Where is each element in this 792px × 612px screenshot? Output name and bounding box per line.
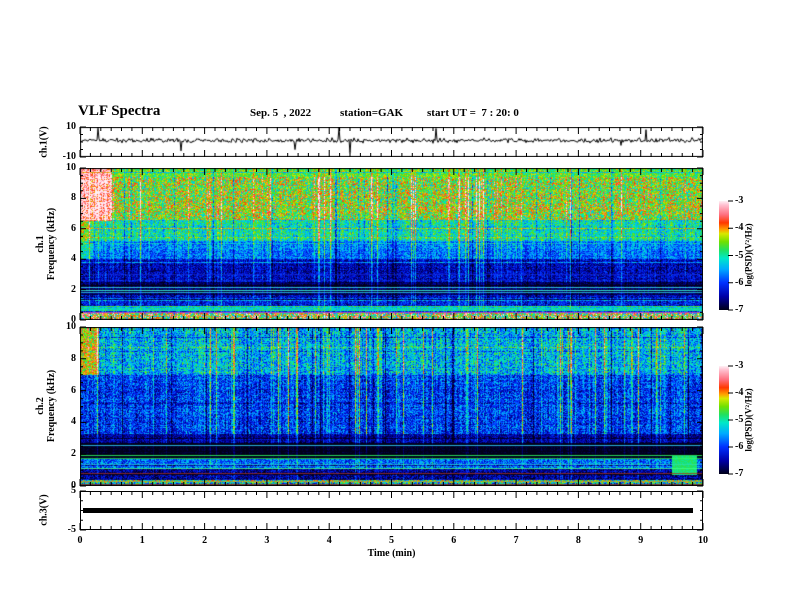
- spec1-ytick-label: 2: [71, 283, 76, 295]
- ch1-spectrogram: [80, 168, 703, 320]
- colorbar-tick-label: -5: [735, 249, 744, 261]
- ch1-waveform-plot: [80, 127, 703, 157]
- time-xtick-label: 4: [326, 535, 332, 546]
- colorbar-tick-label: -6: [735, 441, 744, 452]
- time-xtick-label: 2: [202, 535, 208, 546]
- time-axis-label: Time (min): [367, 548, 416, 559]
- colorbar-tick-label: -6: [735, 276, 744, 288]
- colorbar1-axis-label: log(PSD)(V²/Hz): [743, 223, 754, 287]
- ch3-voltage-axis-label: ch.3(V): [38, 494, 50, 526]
- spec1-ytick-label: 4: [71, 253, 76, 265]
- colorbar-tick-label: -3: [735, 195, 744, 206]
- station-label: station=GAK: [340, 107, 404, 119]
- time-xtick-label: 1: [139, 535, 145, 546]
- spec2-ytick-label: 0: [71, 480, 76, 491]
- colorbar-tick-label: -7: [735, 468, 744, 479]
- time-xtick-label: 10: [698, 535, 708, 546]
- start-ut-label: start UT = 7 : 20: 0: [427, 107, 519, 119]
- colorbar-tick-label: -4: [735, 222, 744, 234]
- time-xtick-label: 3: [264, 535, 270, 546]
- ch2-spectrogram: [80, 327, 703, 486]
- ch1-frequency-axis-label: ch.1 Frequency (kHz): [35, 207, 57, 281]
- spec2-ytick-label: 10: [66, 321, 76, 332]
- spec2-ytick-label: 4: [71, 416, 76, 428]
- colorbar-tick-label: -5: [735, 414, 744, 425]
- time-xtick-label: 8: [575, 535, 581, 546]
- ch3-ytick-label: 5: [71, 485, 76, 496]
- ch1-ytick-label: -10: [62, 151, 76, 162]
- time-xtick-label: 7: [513, 535, 519, 546]
- spec1-ytick-label: 0: [71, 314, 76, 325]
- spec2-ytick-label: 6: [71, 384, 76, 396]
- colorbar2-axis-label: log(PSD)(V²/Hz): [743, 388, 754, 452]
- spec1-ytick-label: 10: [66, 162, 76, 173]
- ch1-ytick-label: 10: [66, 121, 76, 132]
- time-xtick-label: 9: [638, 535, 644, 546]
- colorbar-tick-label: -4: [735, 387, 744, 398]
- colorbar-1: [719, 201, 729, 310]
- ch1-voltage-axis-label: ch.1(V): [38, 126, 50, 158]
- ch3-waveform-plot: [80, 491, 703, 530]
- figure-title: VLF Spectra: [78, 103, 161, 119]
- date-label: Sep. 5 , 2022: [250, 107, 312, 119]
- ch3-flat-trace: [83, 508, 693, 513]
- time-xtick-label: 6: [451, 535, 457, 546]
- spec2-ytick-label: 2: [71, 448, 76, 460]
- time-xtick-label: 0: [77, 535, 83, 546]
- colorbar-tick-label: -7: [735, 304, 744, 315]
- spec1-ytick-label: 6: [71, 222, 76, 234]
- time-xtick-label: 5: [389, 535, 394, 546]
- colorbar-tick-label: -3: [735, 360, 744, 371]
- spec1-ytick-label: 8: [71, 192, 76, 204]
- ch3-ytick-label: -5: [67, 524, 76, 535]
- colorbar-2: [719, 366, 729, 474]
- ch2-frequency-axis-label: ch.2 Frequency (kHz): [35, 369, 57, 443]
- spec2-ytick-label: 8: [71, 352, 76, 364]
